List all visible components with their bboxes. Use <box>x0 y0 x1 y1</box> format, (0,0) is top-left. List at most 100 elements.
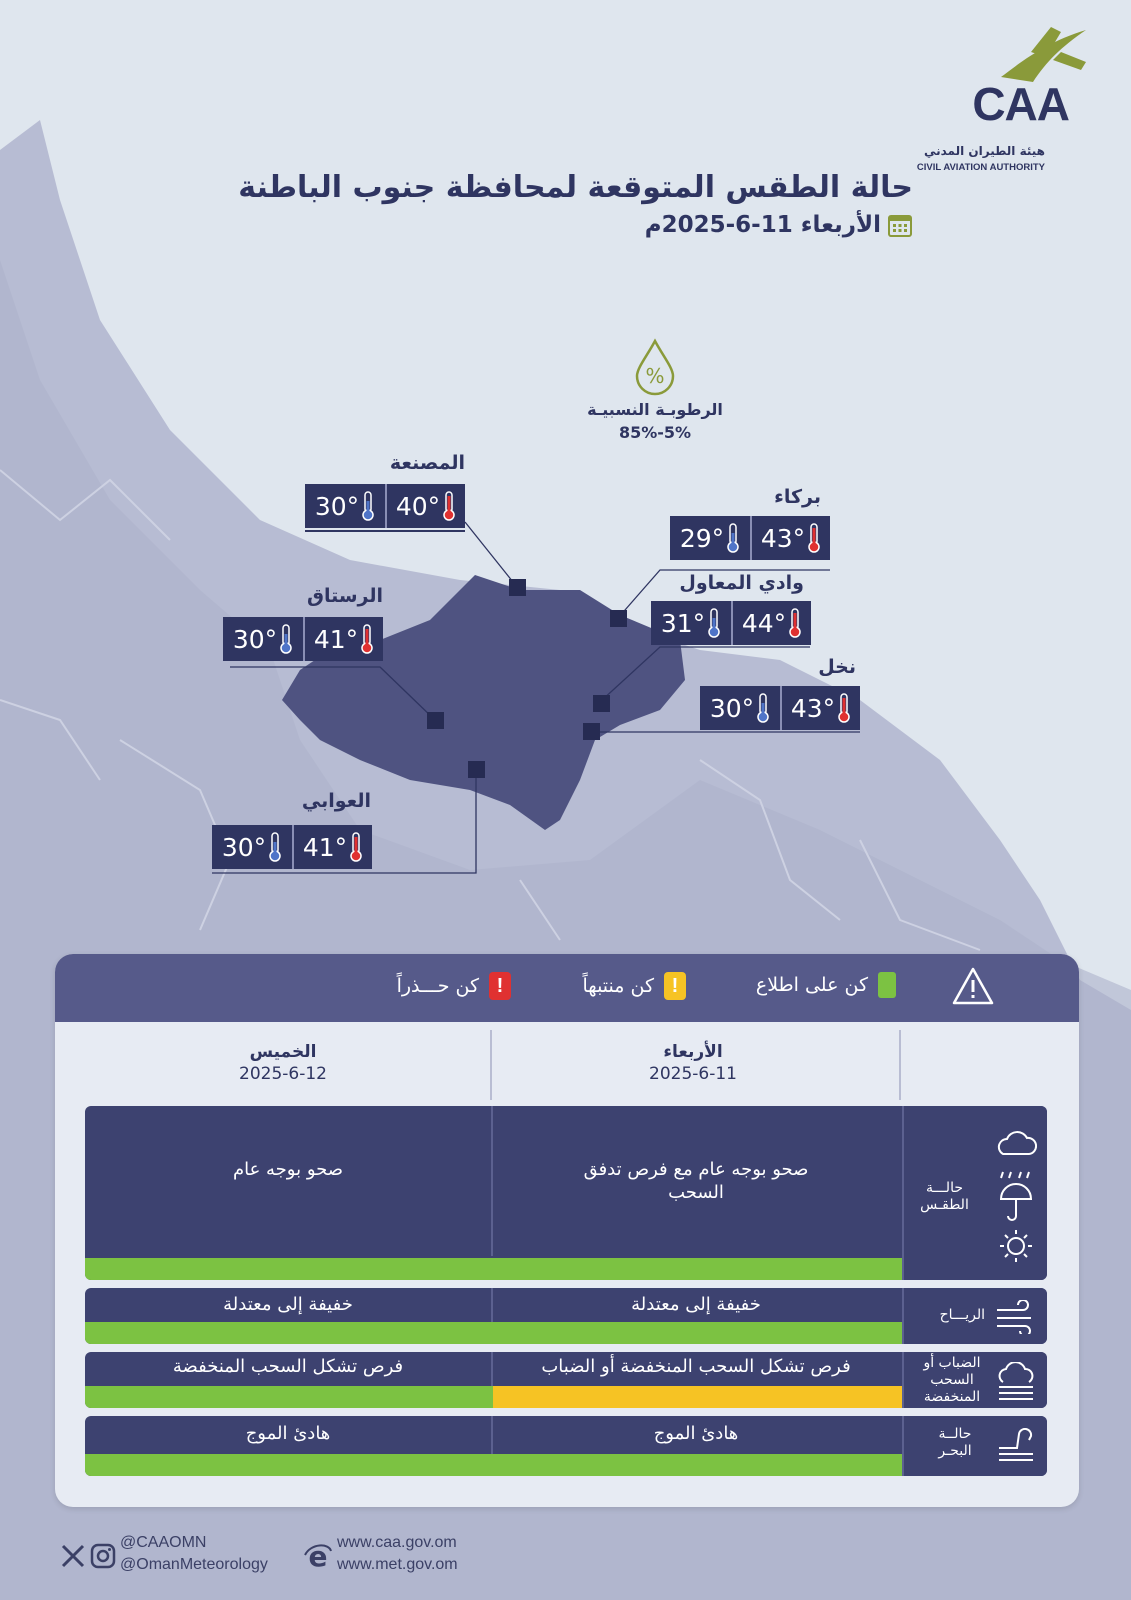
status-bar-green <box>85 1454 493 1476</box>
city-name-wadi-maawil: وادي المعاول <box>679 572 804 594</box>
max-temp: 43° <box>760 523 806 553</box>
map-marker-musanaah <box>509 579 526 596</box>
legend-caution: ! كن حـــذراً <box>397 972 511 1000</box>
x-twitter-icon <box>61 1544 85 1568</box>
legend-inform: كن على اطلاع <box>756 972 896 998</box>
min-temp: 31° <box>660 608 706 638</box>
svg-text:e: e <box>309 1541 328 1571</box>
row-label-wind: الريـــاح <box>902 1288 1047 1344</box>
caa-logo: CAA هيئة الطيران المدني CIVIL AVIATION A… <box>917 22 1091 173</box>
thermometer-hot-icon <box>443 491 455 521</box>
city-name-musanaah: المصنعة <box>389 452 465 474</box>
city-name-awabi: العوابي <box>301 790 371 812</box>
max-temp: 43° <box>790 693 836 723</box>
map-marker-barka <box>610 610 627 627</box>
day-name: الأربعاء <box>663 1042 723 1062</box>
thermometer-cold-icon <box>269 832 281 862</box>
city-name-nakhal: نخل <box>818 656 856 678</box>
humidity-label: الرطوبـة النسبيـة <box>587 400 723 419</box>
min-temp-cell: 30° <box>700 686 780 730</box>
row-wind: خفيفة إلى معتدلة خفيفة إلى معتدلة الريــ… <box>85 1288 1047 1344</box>
fog-icon <box>998 1362 1034 1400</box>
temp-box-rustaq: 30° 41° <box>223 617 383 661</box>
min-temp: 30° <box>232 624 278 654</box>
thermometer-hot-icon <box>838 693 850 723</box>
logo-arabic-name: هيئة الطيران المدني <box>923 144 1045 158</box>
temp-box-awabi: 30° 41° <box>212 825 372 869</box>
cell-sea-thursday: هادئ الموج <box>245 1423 331 1444</box>
day-header-wednesday: الأربعاء 2025-6-11 <box>543 1042 843 1084</box>
max-temp: 41° <box>313 624 359 654</box>
min-temp: 30° <box>709 693 755 723</box>
legend-alert: ! كن منتبهاً <box>583 972 686 1000</box>
thermometer-hot-icon <box>361 624 373 654</box>
legend-inform-label: كن على اطلاع <box>755 974 868 996</box>
min-temp: 29° <box>679 523 725 553</box>
map-marker-wadi-maawil <box>593 695 610 712</box>
min-temp-cell: 30° <box>212 825 292 869</box>
max-temp-cell: 41° <box>292 825 372 869</box>
website-caa[interactable]: www.caa.gov.om <box>337 1534 457 1551</box>
city-name-barka: بركاء <box>774 486 821 508</box>
max-temp-cell: 41° <box>303 617 383 661</box>
temp-box-nakhal: 30° 43° <box>700 686 860 730</box>
row-label-fog: الضباب أو السحب المنخفضة <box>902 1352 1047 1408</box>
twitter-handle[interactable]: @CAAOMN <box>120 1534 207 1551</box>
weather-icons <box>997 1131 1037 1262</box>
day-header-thursday: الخميس 2025-6-12 <box>133 1042 433 1084</box>
max-temp: 41° <box>302 832 348 862</box>
map-marker-awabi <box>468 761 485 778</box>
logo-english-name: CIVIL AVIATION AUTHORITY <box>916 162 1045 173</box>
instagram-handle[interactable]: @OmanMeteorology <box>120 1556 268 1573</box>
green-square-icon <box>878 972 896 998</box>
south-batinah-region <box>282 575 685 830</box>
thermometer-cold-icon <box>362 491 374 521</box>
humidity-block: % الرطوبـة النسبيـة 85%-5% <box>570 338 740 442</box>
thermometer-cold-icon <box>280 624 292 654</box>
thermometer-hot-icon <box>789 608 801 638</box>
status-bar-green <box>85 1322 493 1344</box>
forecast-date: الأربعاء 11-6-2025م <box>644 212 881 238</box>
row-label-weather: حالـــة الطقـس <box>902 1106 1047 1280</box>
min-temp-cell: 30° <box>305 484 385 528</box>
cell-fog-thursday: فرص تشكل السحب المنخفضة <box>172 1356 404 1377</box>
status-bar-green <box>493 1454 902 1476</box>
min-temp: 30° <box>221 832 267 862</box>
row-sea: هادئ الموج هادئ الموج حالــة البحـر <box>85 1416 1047 1476</box>
row-label-sea: حالــة البحـر <box>902 1416 1047 1476</box>
max-temp-cell: 43° <box>780 686 860 730</box>
red-exclamation-icon: ! <box>489 972 511 1000</box>
status-bar-green <box>85 1386 493 1408</box>
row-weather: صحو بوجه عام مع فرص تدفق السحب صحو بوجه … <box>85 1106 1047 1280</box>
max-temp-cell: 43° <box>750 516 830 560</box>
max-temp: 40° <box>395 491 441 521</box>
calendar-icon <box>888 215 912 237</box>
warning-icon <box>952 967 994 1005</box>
cell-wind-wednesday: خفيفة إلى معتدلة <box>631 1294 761 1315</box>
min-temp-cell: 31° <box>651 601 731 645</box>
city-name-rustaq: الرستاق <box>306 585 383 607</box>
max-temp-cell: 40° <box>385 484 465 528</box>
svg-text:%: % <box>645 364 664 388</box>
website-met[interactable]: www.met.gov.om <box>337 1556 458 1573</box>
forecast-panel: كن على اطلاع ! كن منتبهاً ! كن حـــذراً … <box>55 954 1079 1507</box>
day-date: 2025-6-12 <box>239 1064 327 1084</box>
min-temp-cell: 29° <box>670 516 750 560</box>
min-temp: 30° <box>314 491 360 521</box>
thermometer-hot-icon <box>350 832 362 862</box>
row-fog: فرص تشكل السحب المنخفضة أو الضباب فرص تش… <box>85 1352 1047 1408</box>
websites: www.caa.gov.om www.met.gov.om <box>337 1532 458 1576</box>
day-date: 2025-6-11 <box>649 1064 737 1084</box>
humidity-value: 85%-5% <box>618 423 692 442</box>
temp-box-musanaah: 30° 40° <box>305 484 465 528</box>
instagram-icon <box>90 1543 116 1569</box>
wind-icon <box>997 1300 1031 1334</box>
thermometer-cold-icon <box>757 693 769 723</box>
yellow-exclamation-icon: ! <box>664 972 686 1000</box>
plane-icon <box>1001 27 1086 82</box>
cell-weather-thursday: صحو بوجه عام <box>232 1159 344 1180</box>
cell-fog-wednesday: فرص تشكل السحب المنخفضة أو الضباب <box>541 1356 851 1377</box>
wave-icon <box>999 1428 1033 1461</box>
date-line: الأربعاء 11-6-2025م <box>645 212 913 238</box>
thermometer-cold-icon <box>708 608 720 638</box>
